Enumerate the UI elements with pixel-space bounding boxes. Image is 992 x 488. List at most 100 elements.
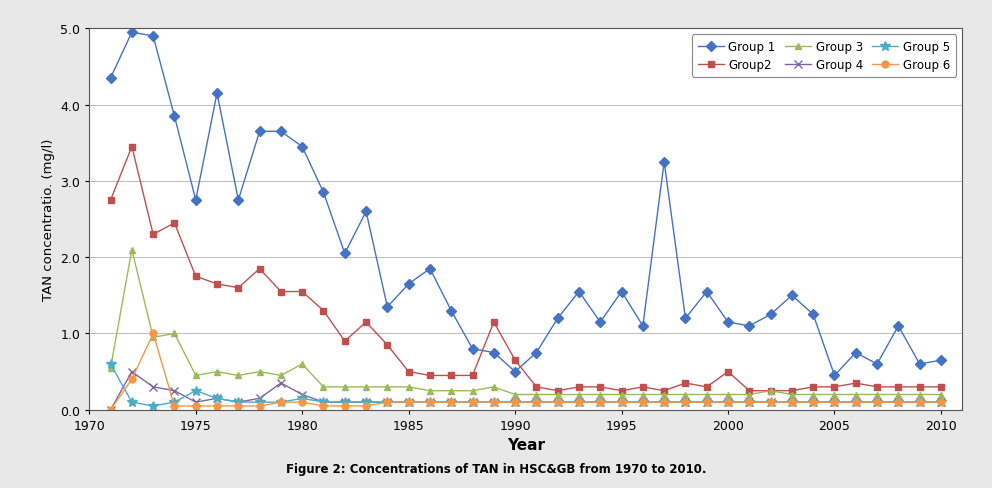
Group 5 xyxy=(531,399,543,405)
Group 4 xyxy=(445,399,457,405)
Group 3 xyxy=(445,388,457,394)
Group 3 xyxy=(807,392,819,398)
Group 1 xyxy=(297,144,309,150)
Group 4 xyxy=(104,407,116,413)
Group 1 xyxy=(680,316,691,322)
Group 6 xyxy=(680,399,691,405)
Group 5 xyxy=(424,399,435,405)
Group 6 xyxy=(659,399,671,405)
Group 4 xyxy=(360,399,372,405)
Group 6 xyxy=(466,399,478,405)
Group 4 xyxy=(254,396,266,402)
Group 4 xyxy=(935,399,947,405)
Group2 xyxy=(743,388,755,394)
Group 6 xyxy=(169,403,181,409)
Group 4 xyxy=(339,399,351,405)
Group 5 xyxy=(871,399,883,405)
Group 1 xyxy=(552,316,563,322)
Group 6 xyxy=(339,403,351,409)
Group 4 xyxy=(828,399,840,405)
Group 3 xyxy=(765,388,777,394)
Group 1 xyxy=(169,114,181,120)
Group 4 xyxy=(232,399,244,405)
Group 1 xyxy=(232,198,244,203)
Group2 xyxy=(807,384,819,390)
Group2 xyxy=(552,388,563,394)
Group 3 xyxy=(637,392,649,398)
Group 1 xyxy=(254,129,266,135)
Line: Group 1: Group 1 xyxy=(107,30,944,379)
Group2 xyxy=(232,285,244,291)
Group 6 xyxy=(254,403,266,409)
Group 1 xyxy=(828,373,840,379)
Group2 xyxy=(700,384,712,390)
Group 1 xyxy=(381,304,393,310)
Group 5 xyxy=(700,399,712,405)
Group 4 xyxy=(871,399,883,405)
Group 5 xyxy=(275,399,287,405)
Group 3 xyxy=(488,384,500,390)
Group 4 xyxy=(424,399,435,405)
Group 5 xyxy=(232,399,244,405)
Group2 xyxy=(893,384,905,390)
Group 1 xyxy=(807,312,819,318)
Group 5 xyxy=(807,399,819,405)
Line: Group 4: Group 4 xyxy=(106,367,945,414)
Group 5 xyxy=(445,399,457,405)
Group 6 xyxy=(189,403,201,409)
Group 5 xyxy=(381,399,393,405)
Group 1 xyxy=(573,289,585,295)
Group 1 xyxy=(509,369,521,375)
Group 3 xyxy=(360,384,372,390)
Group 3 xyxy=(126,247,138,253)
Group 5 xyxy=(680,399,691,405)
Group 6 xyxy=(147,331,159,337)
Group2 xyxy=(381,342,393,348)
Group 4 xyxy=(403,399,415,405)
Group2 xyxy=(275,289,287,295)
Group 4 xyxy=(893,399,905,405)
Group 6 xyxy=(893,399,905,405)
Group2 xyxy=(317,308,329,314)
Group 6 xyxy=(807,399,819,405)
Group 4 xyxy=(700,399,712,405)
Group 4 xyxy=(169,388,181,394)
Y-axis label: TAN concentratio. (mg/l): TAN concentratio. (mg/l) xyxy=(42,139,55,301)
Group 3 xyxy=(680,392,691,398)
Group2 xyxy=(424,373,435,379)
Group 4 xyxy=(488,399,500,405)
Group 3 xyxy=(104,365,116,371)
Group 6 xyxy=(786,399,798,405)
Group 3 xyxy=(381,384,393,390)
Group2 xyxy=(254,266,266,272)
Group 4 xyxy=(573,399,585,405)
Group 6 xyxy=(914,399,926,405)
Group 4 xyxy=(381,399,393,405)
Group2 xyxy=(360,320,372,325)
Group 3 xyxy=(743,392,755,398)
Group2 xyxy=(765,388,777,394)
Group 5 xyxy=(317,399,329,405)
Group 3 xyxy=(914,392,926,398)
Group 5 xyxy=(659,399,671,405)
Group 3 xyxy=(424,388,435,394)
Group 3 xyxy=(339,384,351,390)
Group 4 xyxy=(317,399,329,405)
Group 3 xyxy=(893,392,905,398)
Group 3 xyxy=(573,392,585,398)
Group2 xyxy=(722,369,734,375)
Group2 xyxy=(466,373,478,379)
Group 1 xyxy=(786,293,798,299)
Group 5 xyxy=(552,399,563,405)
Group 3 xyxy=(317,384,329,390)
Group 4 xyxy=(807,399,819,405)
Group 1 xyxy=(616,289,628,295)
Group 5 xyxy=(211,396,223,402)
Group 5 xyxy=(743,399,755,405)
Group 4 xyxy=(680,399,691,405)
Group 1 xyxy=(637,323,649,329)
Group 1 xyxy=(700,289,712,295)
Group 6 xyxy=(935,399,947,405)
Group 4 xyxy=(466,399,478,405)
Group 4 xyxy=(126,369,138,375)
